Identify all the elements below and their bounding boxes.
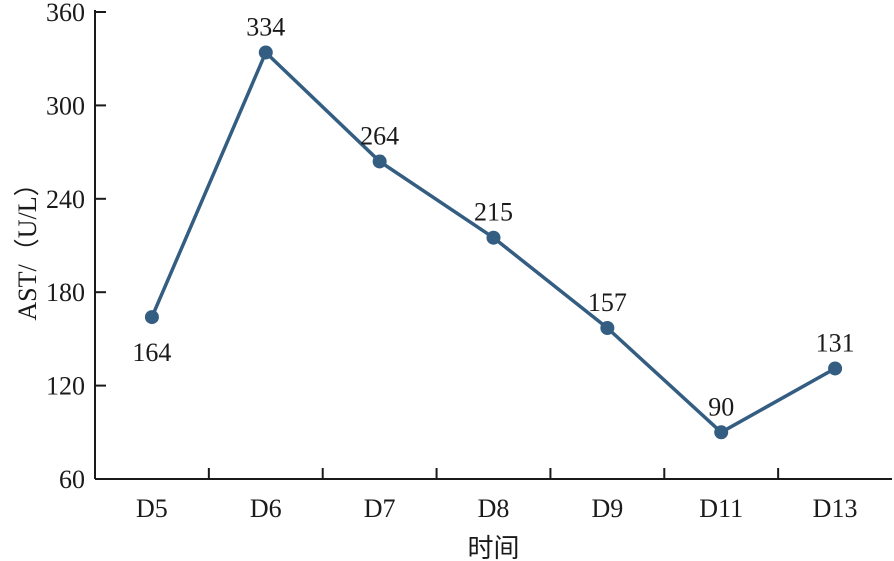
x-tick-label: D13: [813, 494, 858, 523]
x-tick-label: D5: [136, 494, 168, 523]
y-tick-label: 240: [46, 185, 85, 214]
x-tick-label: D6: [250, 494, 282, 523]
data-label: 157: [588, 288, 627, 317]
data-point: [258, 45, 273, 60]
data-label: 334: [246, 12, 285, 41]
x-tick-label: D7: [364, 494, 396, 523]
data-point: [828, 361, 843, 376]
data-label: 164: [132, 338, 171, 367]
x-tick-label: D9: [591, 494, 623, 523]
data-point: [600, 321, 615, 336]
axes: 60 120 180 240 300 360 D5 D6 D7 D8 D9 D11 D13: [46, 0, 892, 523]
data-point: [372, 154, 387, 169]
data-point: [144, 310, 159, 325]
y-tick-label: 60: [59, 465, 85, 494]
data-point: [714, 425, 729, 440]
x-axis-title: 时间: [467, 534, 519, 561]
x-tick-label: D8: [478, 494, 510, 523]
data-label: 90: [708, 392, 734, 421]
data-label: 131: [816, 328, 855, 357]
x-tick-label: D11: [699, 494, 743, 523]
y-axis-title: AST/（U/L）: [13, 170, 42, 320]
data-point: [486, 230, 501, 245]
series: [144, 45, 843, 440]
data-labels: 164 334 264 215 157 90 131: [132, 12, 854, 421]
y-tick-label: 360: [46, 0, 85, 27]
y-tick-label: 300: [46, 91, 85, 120]
y-tick-label: 180: [46, 278, 85, 307]
data-label: 215: [474, 198, 513, 227]
y-tick-label: 120: [46, 372, 85, 401]
data-label: 264: [360, 121, 399, 150]
